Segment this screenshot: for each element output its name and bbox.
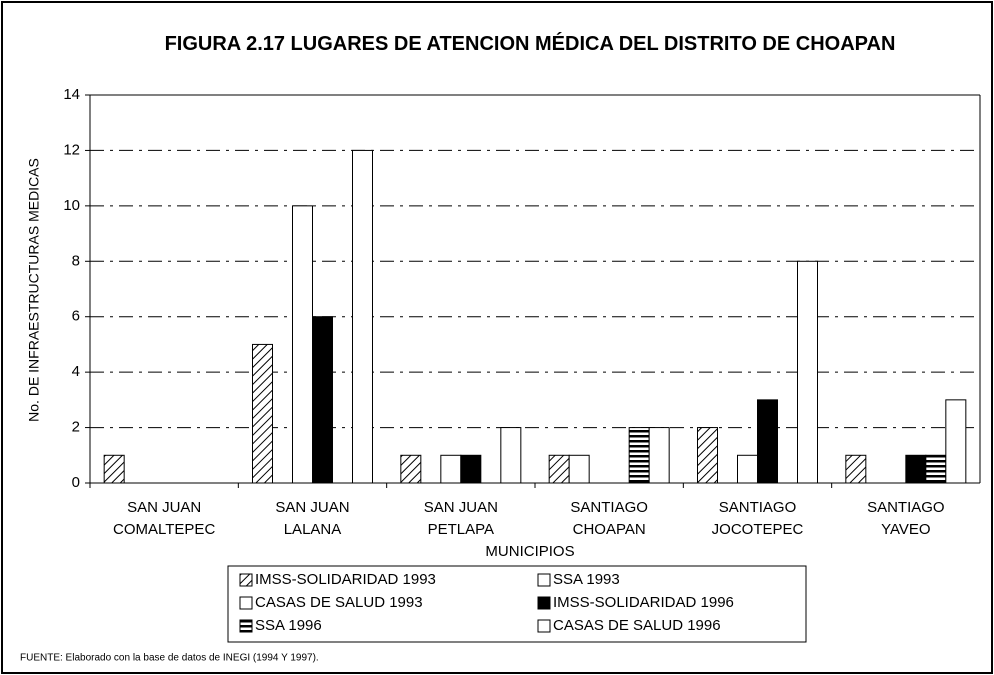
x-tick-label: COMALTEPEC: [113, 521, 215, 538]
source-note: FUENTE: Elaborado con la base de datos d…: [20, 653, 319, 664]
x-tick-label: PETLAPA: [428, 521, 494, 538]
legend-swatch: [537, 596, 551, 610]
bar: [925, 454, 947, 484]
x-tick-label: SANTIAGO: [719, 499, 797, 516]
bar: [460, 454, 482, 484]
bar: [103, 454, 125, 484]
x-tick-label: SAN JUAN: [275, 499, 349, 516]
bar: [352, 149, 373, 484]
x-tick-label: SANTIAGO: [570, 499, 648, 516]
legend-label: SSA 1996: [255, 617, 322, 634]
legend-swatch: [239, 619, 253, 633]
x-tick-label: LALANA: [284, 521, 342, 538]
y-tick-label: 10: [63, 197, 80, 214]
y-tick-label: 14: [63, 86, 80, 103]
bar: [292, 205, 313, 484]
y-tick-label: 2: [72, 419, 80, 436]
x-tick-label: SANTIAGO: [867, 499, 945, 516]
x-tick-label: CHOAPAN: [573, 521, 646, 538]
bar: [697, 427, 718, 484]
bar: [252, 343, 273, 484]
legend-label: CASAS DE SALUD 1993: [255, 594, 423, 611]
bar: [945, 399, 967, 484]
bar: [757, 399, 778, 484]
x-axis-label: MUNICIPIOS: [485, 543, 574, 560]
x-tick-label: JOCOTEPEC: [712, 521, 804, 538]
bar: [312, 316, 333, 484]
x-tick-label: SAN JUAN: [424, 499, 498, 516]
x-tick-label: YAVEO: [881, 521, 930, 538]
chart-title: FIGURA 2.17 LUGARES DE ATENCION MÉDICA D…: [164, 33, 896, 55]
y-tick-label: 12: [63, 141, 80, 158]
y-tick-label: 4: [72, 363, 80, 380]
bar: [500, 427, 522, 484]
legend-label: SSA 1993: [553, 571, 620, 588]
legend-label: IMSS-SOLIDARIDAD 1993: [255, 571, 436, 588]
bar: [737, 454, 758, 484]
bar: [648, 427, 670, 484]
y-tick-label: 6: [72, 308, 80, 325]
y-tick-label: 0: [72, 474, 80, 491]
bar: [400, 454, 422, 484]
bar: [905, 454, 927, 484]
bar: [568, 454, 590, 484]
bar: [440, 454, 462, 484]
legend-swatch: [239, 596, 253, 610]
legend-swatch: [537, 573, 551, 587]
legend-label: CASAS DE SALUD 1996: [553, 617, 721, 634]
legend-label: IMSS-SOLIDARIDAD 1996: [553, 594, 734, 611]
legend-swatch: [239, 573, 253, 587]
bar: [548, 454, 570, 484]
x-tick-label: SAN JUAN: [127, 499, 201, 516]
bar: [628, 427, 650, 484]
y-axis-label: No. DE INFRAESTRUCTURAS MEDICAS: [26, 158, 42, 422]
legend-box: [227, 565, 807, 643]
y-tick-label: 8: [72, 252, 80, 269]
bar: [845, 454, 867, 484]
bar: [797, 260, 818, 484]
legend-swatch: [537, 619, 551, 633]
